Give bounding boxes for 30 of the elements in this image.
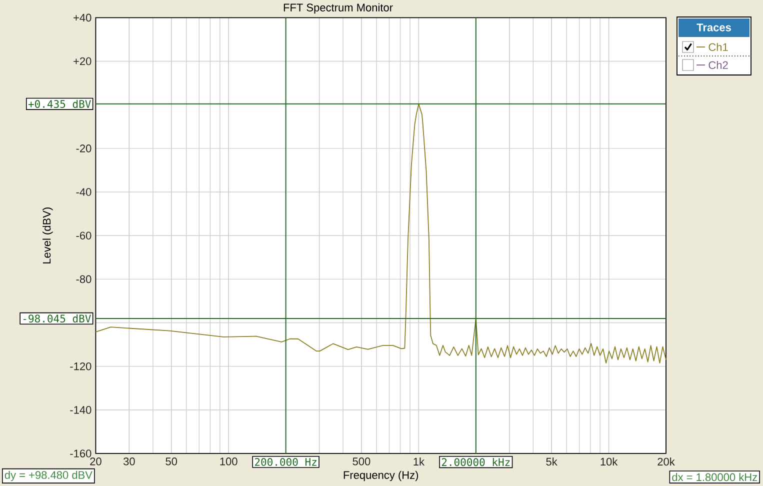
- ref-line-label: 200.000 Hz: [254, 458, 316, 466]
- y-tick-label: -40: [76, 188, 92, 196]
- y-tick-label: +40: [74, 14, 92, 22]
- legend-label: Ch1: [708, 42, 728, 52]
- text: dy = +98.480 dBV: [4, 470, 92, 482]
- y-tick-label: -20: [76, 144, 92, 152]
- x-tick-label: 20: [90, 458, 102, 466]
- chart-title: FFT Spectrum Monitor: [284, 3, 393, 14]
- x-axis-title: Frequency (Hz): [344, 470, 418, 482]
- y-axis-title: Level (dBV): [42, 208, 53, 264]
- y-tick-label: +20: [74, 57, 92, 66]
- x-tick-label: 100: [220, 458, 238, 466]
- ref-line-label: -98.045 dBV: [23, 314, 91, 323]
- legend-title: Traces: [696, 24, 731, 32]
- ref-line-label: +0.435 dBV: [28, 100, 91, 108]
- x-tick-label: 500: [352, 458, 370, 466]
- x-tick-label: 50: [166, 458, 178, 466]
- y-tick-label: -140: [70, 406, 92, 414]
- x-tick-label: 5k: [546, 458, 558, 466]
- legend-label: Ch2: [708, 60, 728, 70]
- ref-line-label: 2.00000 kHz: [442, 458, 510, 466]
- y-tick-label: -80: [76, 275, 92, 284]
- y-tick-label: -60: [76, 232, 92, 240]
- x-tick-label: 10k: [600, 458, 618, 466]
- x-tick-label: 30: [123, 458, 135, 466]
- y-tick-label: -120: [70, 362, 92, 370]
- text: dx = 1.80000 kHz: [672, 473, 758, 482]
- x-tick-label: 20k: [658, 458, 675, 466]
- x-tick-label: 1k: [414, 458, 425, 466]
- y-tick-label: -160: [70, 450, 92, 458]
